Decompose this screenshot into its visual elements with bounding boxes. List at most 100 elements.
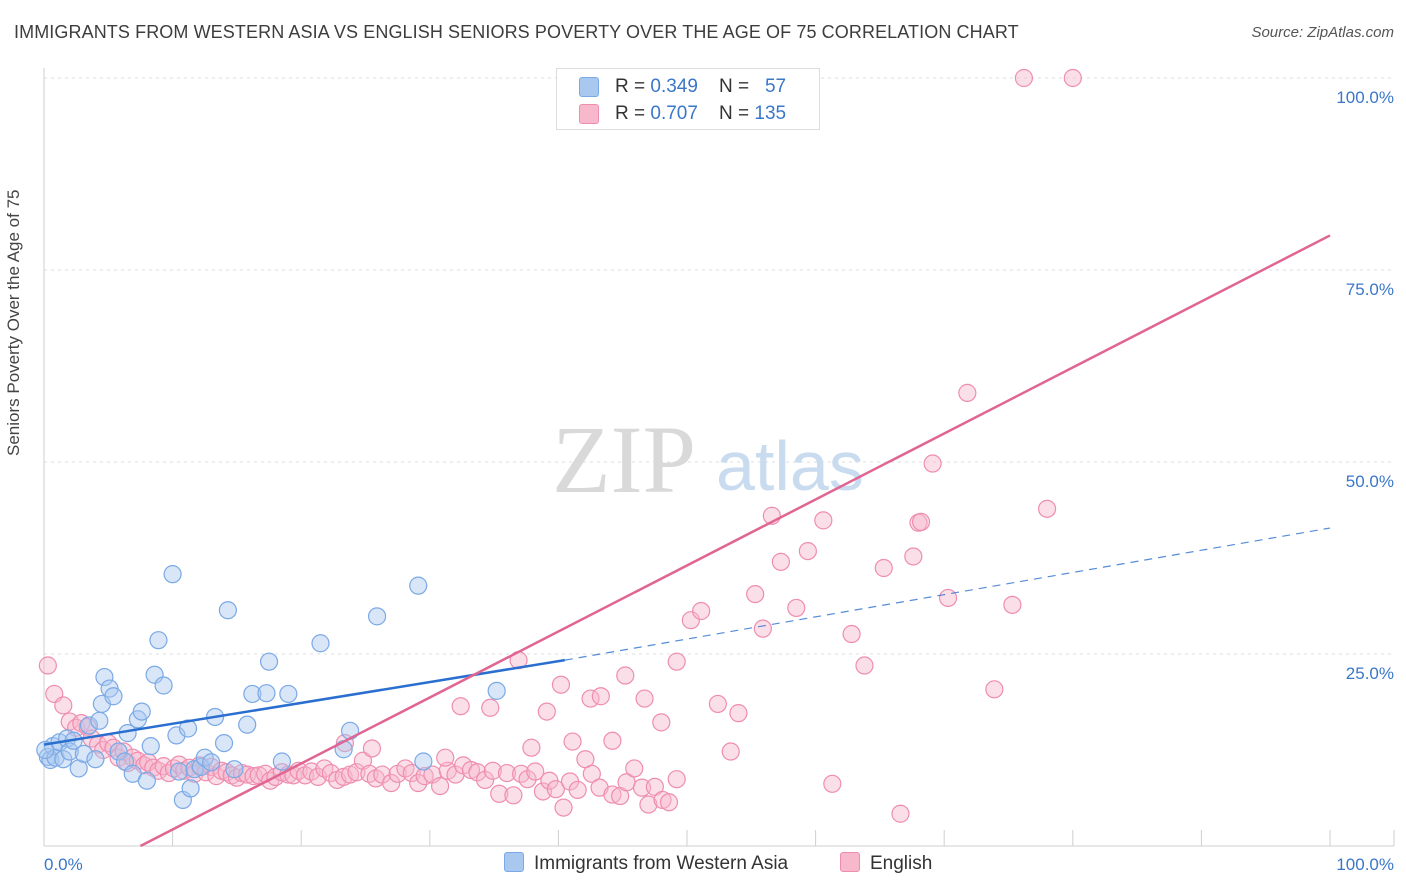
legend-item-english[interactable]: English — [840, 852, 932, 875]
point-western-asia — [109, 742, 128, 761]
point-english — [923, 454, 942, 473]
point-english — [551, 675, 571, 694]
point-english — [1003, 595, 1022, 614]
point-english — [1063, 68, 1082, 88]
point-english — [568, 780, 587, 800]
legend-swatch-western-asia — [504, 852, 524, 872]
point-western-asia — [202, 753, 221, 772]
point-english — [1014, 68, 1034, 88]
grid-lines — [44, 77, 1394, 655]
point-english — [958, 383, 977, 402]
point-english — [814, 511, 833, 530]
point-english — [938, 588, 958, 608]
point-english — [891, 804, 910, 823]
point-western-asia — [367, 607, 387, 626]
point-english — [771, 552, 790, 571]
point-english — [616, 666, 635, 685]
point-english — [652, 713, 671, 732]
point-western-asia — [154, 676, 173, 695]
point-english — [692, 601, 711, 621]
regression-english — [139, 234, 1331, 848]
point-english — [490, 784, 509, 803]
point-english — [746, 584, 765, 604]
point-english — [207, 767, 226, 786]
point-english — [639, 795, 658, 814]
point-western-asia — [487, 681, 506, 700]
point-western-asia — [167, 726, 186, 745]
y-axis-label: Seniors Poverty Over the Age of 75 — [4, 189, 23, 456]
source-label: Source: ZipAtlas.com — [1251, 24, 1394, 41]
watermark-zip: ZIP — [552, 406, 696, 513]
point-western-asia — [225, 760, 244, 779]
point-western-asia — [74, 744, 93, 763]
point-english — [632, 778, 652, 797]
point-western-asia — [243, 684, 262, 704]
tick-labels: 25.0% 50.0% 75.0% 100.0% 0.0% 100.0% — [44, 88, 1394, 874]
point-english — [911, 512, 931, 532]
point-western-asia — [259, 652, 279, 671]
y-tick-label: 50.0% — [1346, 472, 1394, 491]
y-tick-label: 75.0% — [1346, 280, 1394, 299]
point-english — [54, 696, 73, 715]
y-tick-label: 100.0% — [1336, 88, 1394, 107]
point-english — [753, 619, 772, 638]
point-western-asia — [334, 740, 353, 759]
point-english — [787, 598, 806, 618]
point-western-asia — [137, 771, 156, 790]
point-english — [409, 773, 428, 793]
legend-item-western-asia[interactable]: Immigrants from Western Asia — [504, 852, 788, 875]
point-western-asia — [181, 779, 200, 798]
regression-western-asia — [43, 658, 566, 746]
point-english — [196, 763, 216, 782]
legend-label: Immigrants from Western Asia — [534, 853, 789, 874]
point-western-asia — [409, 576, 428, 595]
point-english — [546, 780, 565, 799]
point-english — [708, 694, 727, 714]
point-western-asia — [169, 762, 189, 781]
point-english — [729, 704, 748, 723]
point-english — [635, 689, 654, 708]
watermark: ZIP atlas — [552, 406, 864, 513]
point-english — [483, 761, 502, 780]
stats-text: R = 0.707 N = 135 — [615, 103, 787, 124]
point-western-asia — [60, 742, 79, 761]
point-english — [468, 763, 487, 782]
point-western-asia — [191, 757, 210, 776]
point-english — [563, 732, 582, 751]
x-tick-label-left: 0.0% — [44, 855, 83, 874]
point-english — [38, 656, 57, 675]
legend-swatch-western-asia — [579, 77, 599, 97]
point-western-asia — [149, 631, 168, 650]
point-english — [681, 611, 700, 630]
point-english — [475, 770, 495, 790]
legend-label: English — [870, 853, 933, 874]
point-english — [526, 762, 545, 781]
point-western-asia — [272, 752, 292, 771]
point-western-asia — [257, 684, 276, 703]
point-western-asia — [311, 634, 330, 653]
point-english — [497, 763, 517, 783]
point-english — [582, 764, 601, 783]
stats-text: R = 0.349 N = 57 — [615, 76, 787, 97]
point-western-asia — [214, 733, 234, 753]
point-english — [537, 702, 556, 721]
point-english — [554, 798, 573, 817]
point-western-asia — [163, 565, 182, 584]
chart-title: IMMIGRANTS FROM WESTERN ASIA VS ENGLISH … — [14, 22, 1019, 42]
point-english — [874, 558, 893, 578]
point-western-asia — [238, 715, 257, 734]
point-english — [1037, 499, 1057, 518]
point-western-asia — [132, 702, 151, 721]
point-english — [518, 770, 537, 789]
watermark-atlas: atlas — [716, 427, 864, 505]
stats-legend: R = 0.349 N = 57 R = 0.707 N = 135 — [556, 68, 820, 130]
point-english — [436, 748, 455, 767]
point-western-asia — [79, 716, 99, 735]
point-western-asia — [86, 750, 105, 769]
point-english — [382, 773, 401, 793]
regression-western-asia-extension — [564, 527, 1331, 661]
point-western-asia — [95, 667, 114, 687]
point-english — [591, 687, 610, 706]
point-western-asia — [218, 601, 237, 620]
